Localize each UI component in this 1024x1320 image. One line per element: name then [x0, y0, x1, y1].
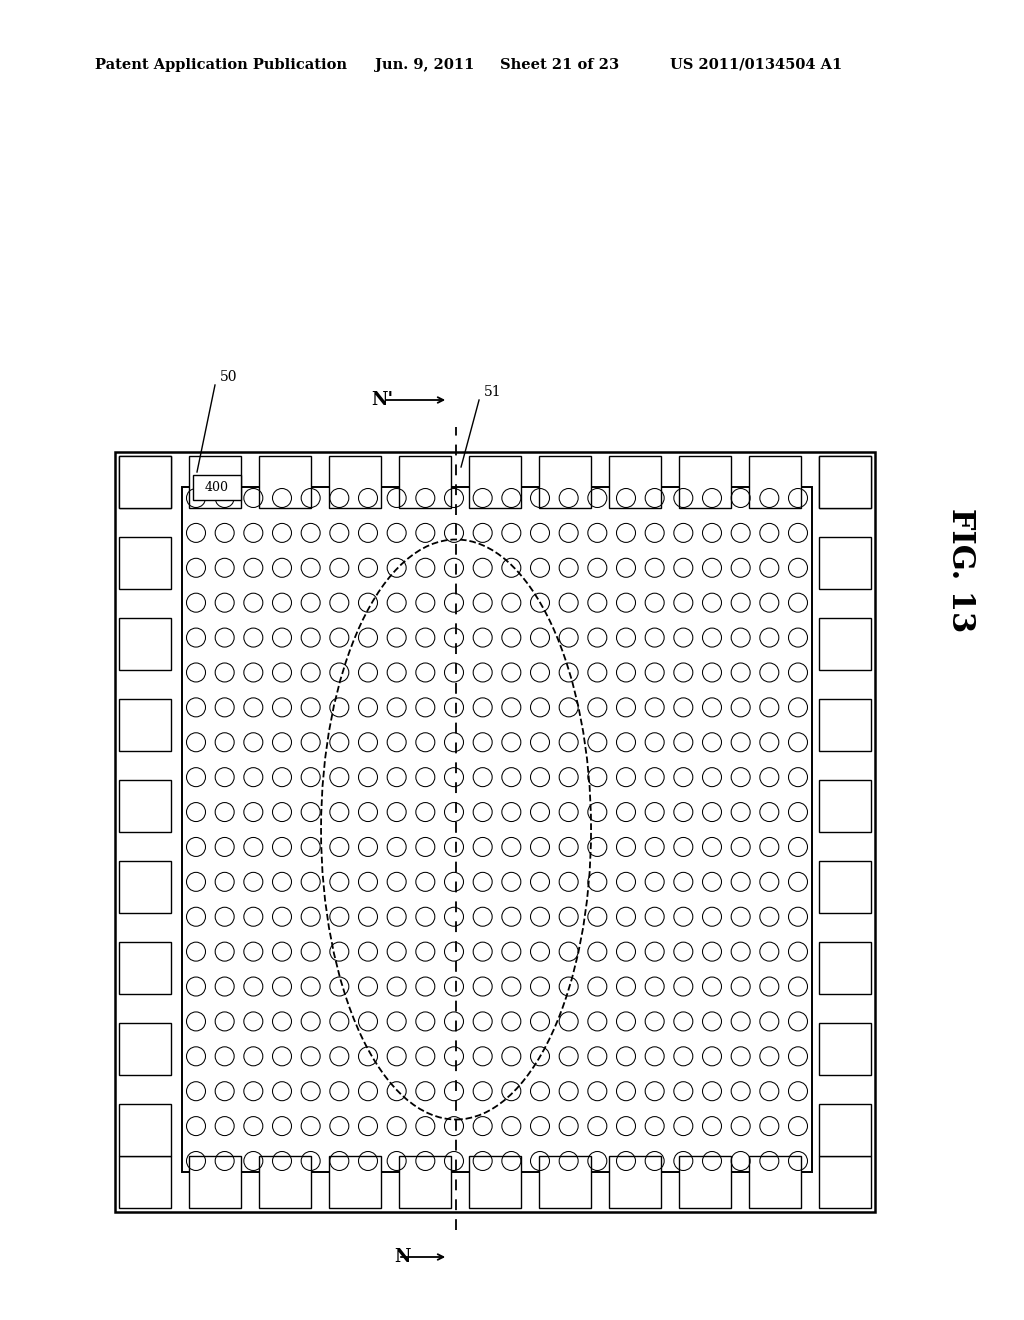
Bar [819, 780, 871, 832]
Bar [749, 1156, 801, 1208]
Bar [609, 1156, 662, 1208]
Bar [399, 1156, 451, 1208]
Bar [119, 1156, 171, 1208]
Bar [119, 455, 171, 508]
Bar [115, 451, 874, 1212]
Bar [819, 942, 871, 994]
Bar [609, 455, 662, 508]
Text: Patent Application Publication: Patent Application Publication [95, 58, 347, 73]
Bar [539, 1156, 591, 1208]
Bar [119, 1104, 171, 1156]
Bar [819, 861, 871, 913]
Bar [259, 455, 311, 508]
Bar [679, 1156, 731, 1208]
Bar [539, 455, 591, 508]
Bar [819, 537, 871, 589]
Bar [119, 700, 171, 751]
Bar [819, 1104, 871, 1156]
Bar [182, 487, 812, 1172]
Bar [399, 455, 451, 508]
Bar [119, 861, 171, 913]
Bar [119, 780, 171, 832]
Bar [819, 1023, 871, 1074]
Text: N': N' [371, 391, 393, 409]
Bar [189, 1156, 241, 1208]
Bar [819, 455, 871, 508]
Text: Jun. 9, 2011: Jun. 9, 2011 [375, 58, 474, 73]
Bar [119, 942, 171, 994]
Text: 51: 51 [484, 385, 502, 399]
Bar [819, 1156, 871, 1208]
Bar [819, 700, 871, 751]
Bar [329, 1156, 381, 1208]
Text: 400: 400 [205, 480, 229, 494]
Bar [749, 455, 801, 508]
Bar [119, 1023, 171, 1074]
Bar [119, 618, 171, 671]
Text: 50: 50 [220, 370, 238, 384]
Bar [189, 455, 241, 508]
Bar [329, 455, 381, 508]
Bar [469, 455, 521, 508]
Bar [119, 455, 171, 508]
Bar [679, 455, 731, 508]
Bar [193, 475, 241, 500]
Bar [819, 455, 871, 508]
Bar [119, 537, 171, 589]
Bar [819, 618, 871, 671]
Text: N: N [394, 1247, 411, 1266]
Text: Sheet 21 of 23: Sheet 21 of 23 [500, 58, 620, 73]
Bar [259, 1156, 311, 1208]
Text: FIG. 13: FIG. 13 [944, 508, 976, 632]
Bar [469, 1156, 521, 1208]
Text: US 2011/0134504 A1: US 2011/0134504 A1 [670, 58, 843, 73]
